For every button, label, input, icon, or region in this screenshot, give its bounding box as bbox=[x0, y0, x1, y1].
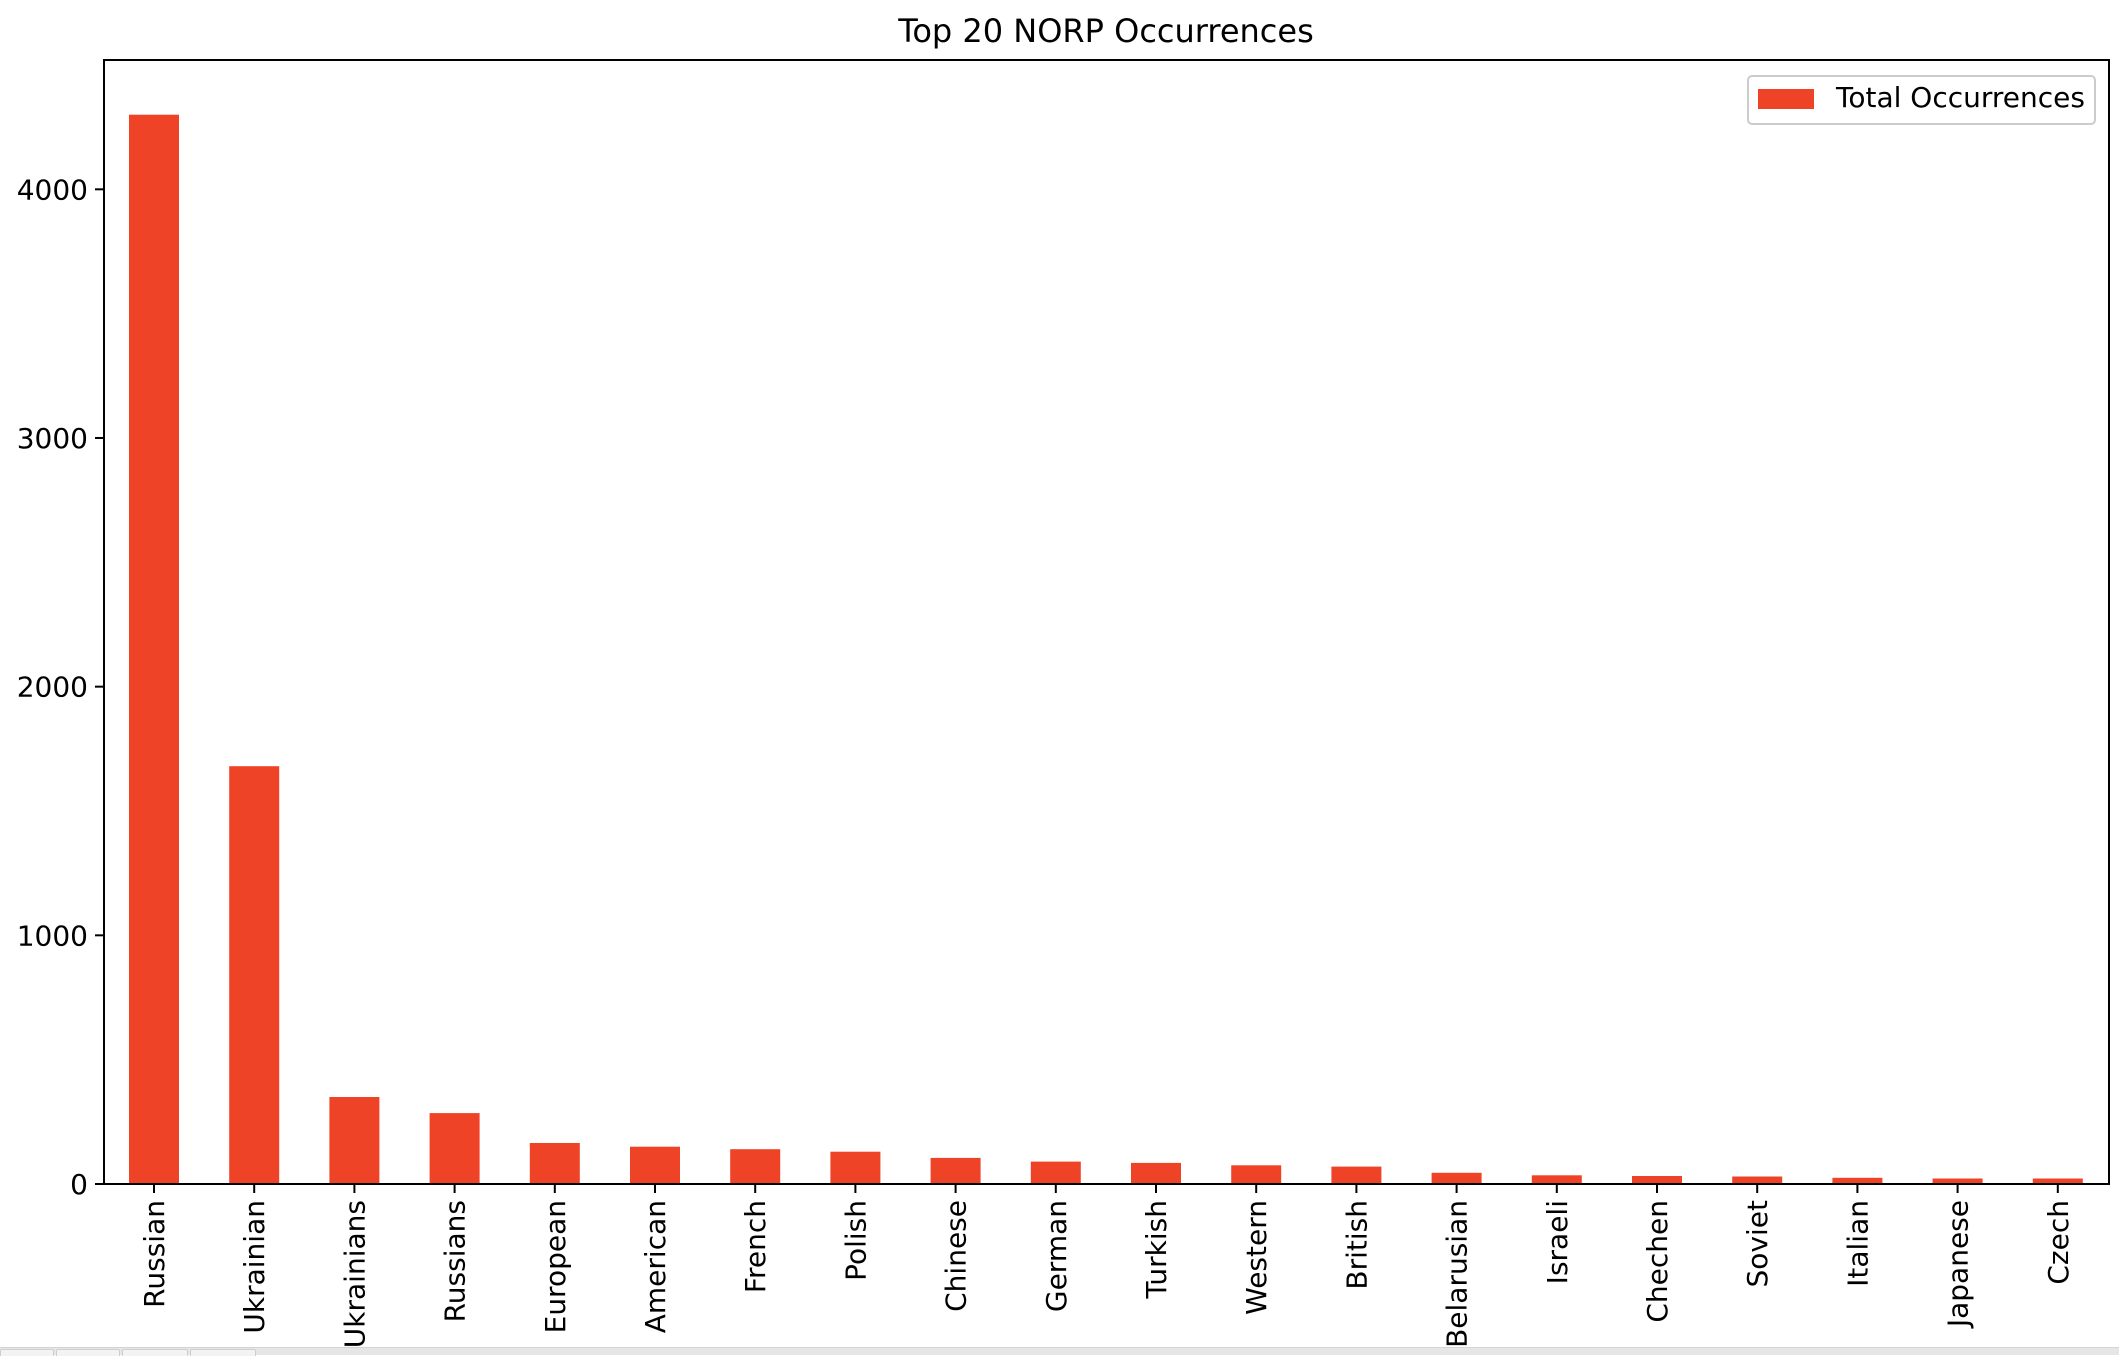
y-tick-label: 0 bbox=[70, 1168, 88, 1201]
x-tick-label: European bbox=[539, 1200, 572, 1333]
y-tick-label: 1000 bbox=[17, 919, 88, 952]
bar-western bbox=[1231, 1165, 1282, 1184]
x-tick-label: British bbox=[1340, 1200, 1373, 1290]
bar-french bbox=[730, 1149, 781, 1184]
strip-tab bbox=[0, 1349, 54, 1356]
x-tick-label: Ukrainians bbox=[338, 1200, 371, 1348]
bar-japanese bbox=[1932, 1178, 1983, 1184]
x-tick-label: Ukrainian bbox=[238, 1200, 271, 1334]
legend-frame bbox=[1747, 75, 2096, 125]
x-tick-label: French bbox=[739, 1200, 772, 1293]
bar-ukrainian bbox=[229, 766, 280, 1184]
x-tick-label: Western bbox=[1240, 1200, 1273, 1315]
x-tick-label: Belarusian bbox=[1441, 1200, 1474, 1348]
bar-ukrainians bbox=[329, 1097, 380, 1184]
bar-chechen bbox=[1632, 1176, 1682, 1184]
x-tick-label: Czech bbox=[2042, 1200, 2075, 1285]
bar-russian bbox=[129, 114, 179, 1185]
x-tick-label: Japanese bbox=[1942, 1200, 1975, 1329]
x-tick-label: American bbox=[639, 1200, 672, 1333]
bottom-scroll-strip bbox=[0, 1347, 2119, 1356]
x-tick-label: Russian bbox=[138, 1200, 171, 1308]
x-tick-label: Italian bbox=[1841, 1200, 1874, 1287]
chart-title: Top 20 NORP Occurrences bbox=[897, 12, 1314, 50]
x-tick-label: Polish bbox=[839, 1200, 872, 1281]
strip-tab bbox=[122, 1349, 188, 1356]
bar-turkish bbox=[1131, 1162, 1181, 1184]
legend: Total Occurrences bbox=[1747, 75, 2096, 125]
y-tick-label: 3000 bbox=[17, 422, 88, 455]
bar-american bbox=[630, 1146, 680, 1184]
bar-british bbox=[1331, 1166, 1382, 1184]
legend-label: Total Occurrences bbox=[1835, 81, 2085, 114]
y-axis: 0 1000 2000 3000 4000 bbox=[17, 173, 104, 1201]
x-tick-label: Russians bbox=[439, 1200, 472, 1322]
plot-frame bbox=[103, 59, 2110, 1185]
strip-tab bbox=[190, 1349, 256, 1356]
bar-chinese bbox=[930, 1157, 981, 1184]
y-tick-label: 2000 bbox=[17, 671, 88, 704]
x-tick-label: Chinese bbox=[940, 1200, 973, 1312]
bar-italian bbox=[1832, 1177, 1883, 1184]
bar-czech bbox=[2032, 1178, 2083, 1184]
x-tick-label: German bbox=[1040, 1200, 1073, 1312]
bars-layer bbox=[129, 114, 2083, 1185]
x-tick-label: Turkish bbox=[1140, 1200, 1173, 1299]
x-tick-label: Israeli bbox=[1541, 1200, 1574, 1284]
bar-russians bbox=[429, 1113, 480, 1184]
bar-belarusian bbox=[1431, 1172, 1482, 1184]
x-axis: Russian Ukrainian Ukrainians Russians Europe… bbox=[138, 1184, 2075, 1348]
bar-israeli bbox=[1531, 1175, 1582, 1184]
bar-european bbox=[529, 1143, 580, 1184]
strip-tab bbox=[56, 1349, 120, 1356]
bar-polish bbox=[830, 1151, 881, 1184]
y-tick-label: 4000 bbox=[17, 173, 88, 206]
bar-german bbox=[1030, 1161, 1081, 1184]
legend-swatch bbox=[1758, 89, 1814, 109]
x-tick-label: Chechen bbox=[1641, 1200, 1674, 1323]
x-tick-label: Soviet bbox=[1741, 1200, 1774, 1287]
bar-soviet bbox=[1732, 1176, 1783, 1184]
